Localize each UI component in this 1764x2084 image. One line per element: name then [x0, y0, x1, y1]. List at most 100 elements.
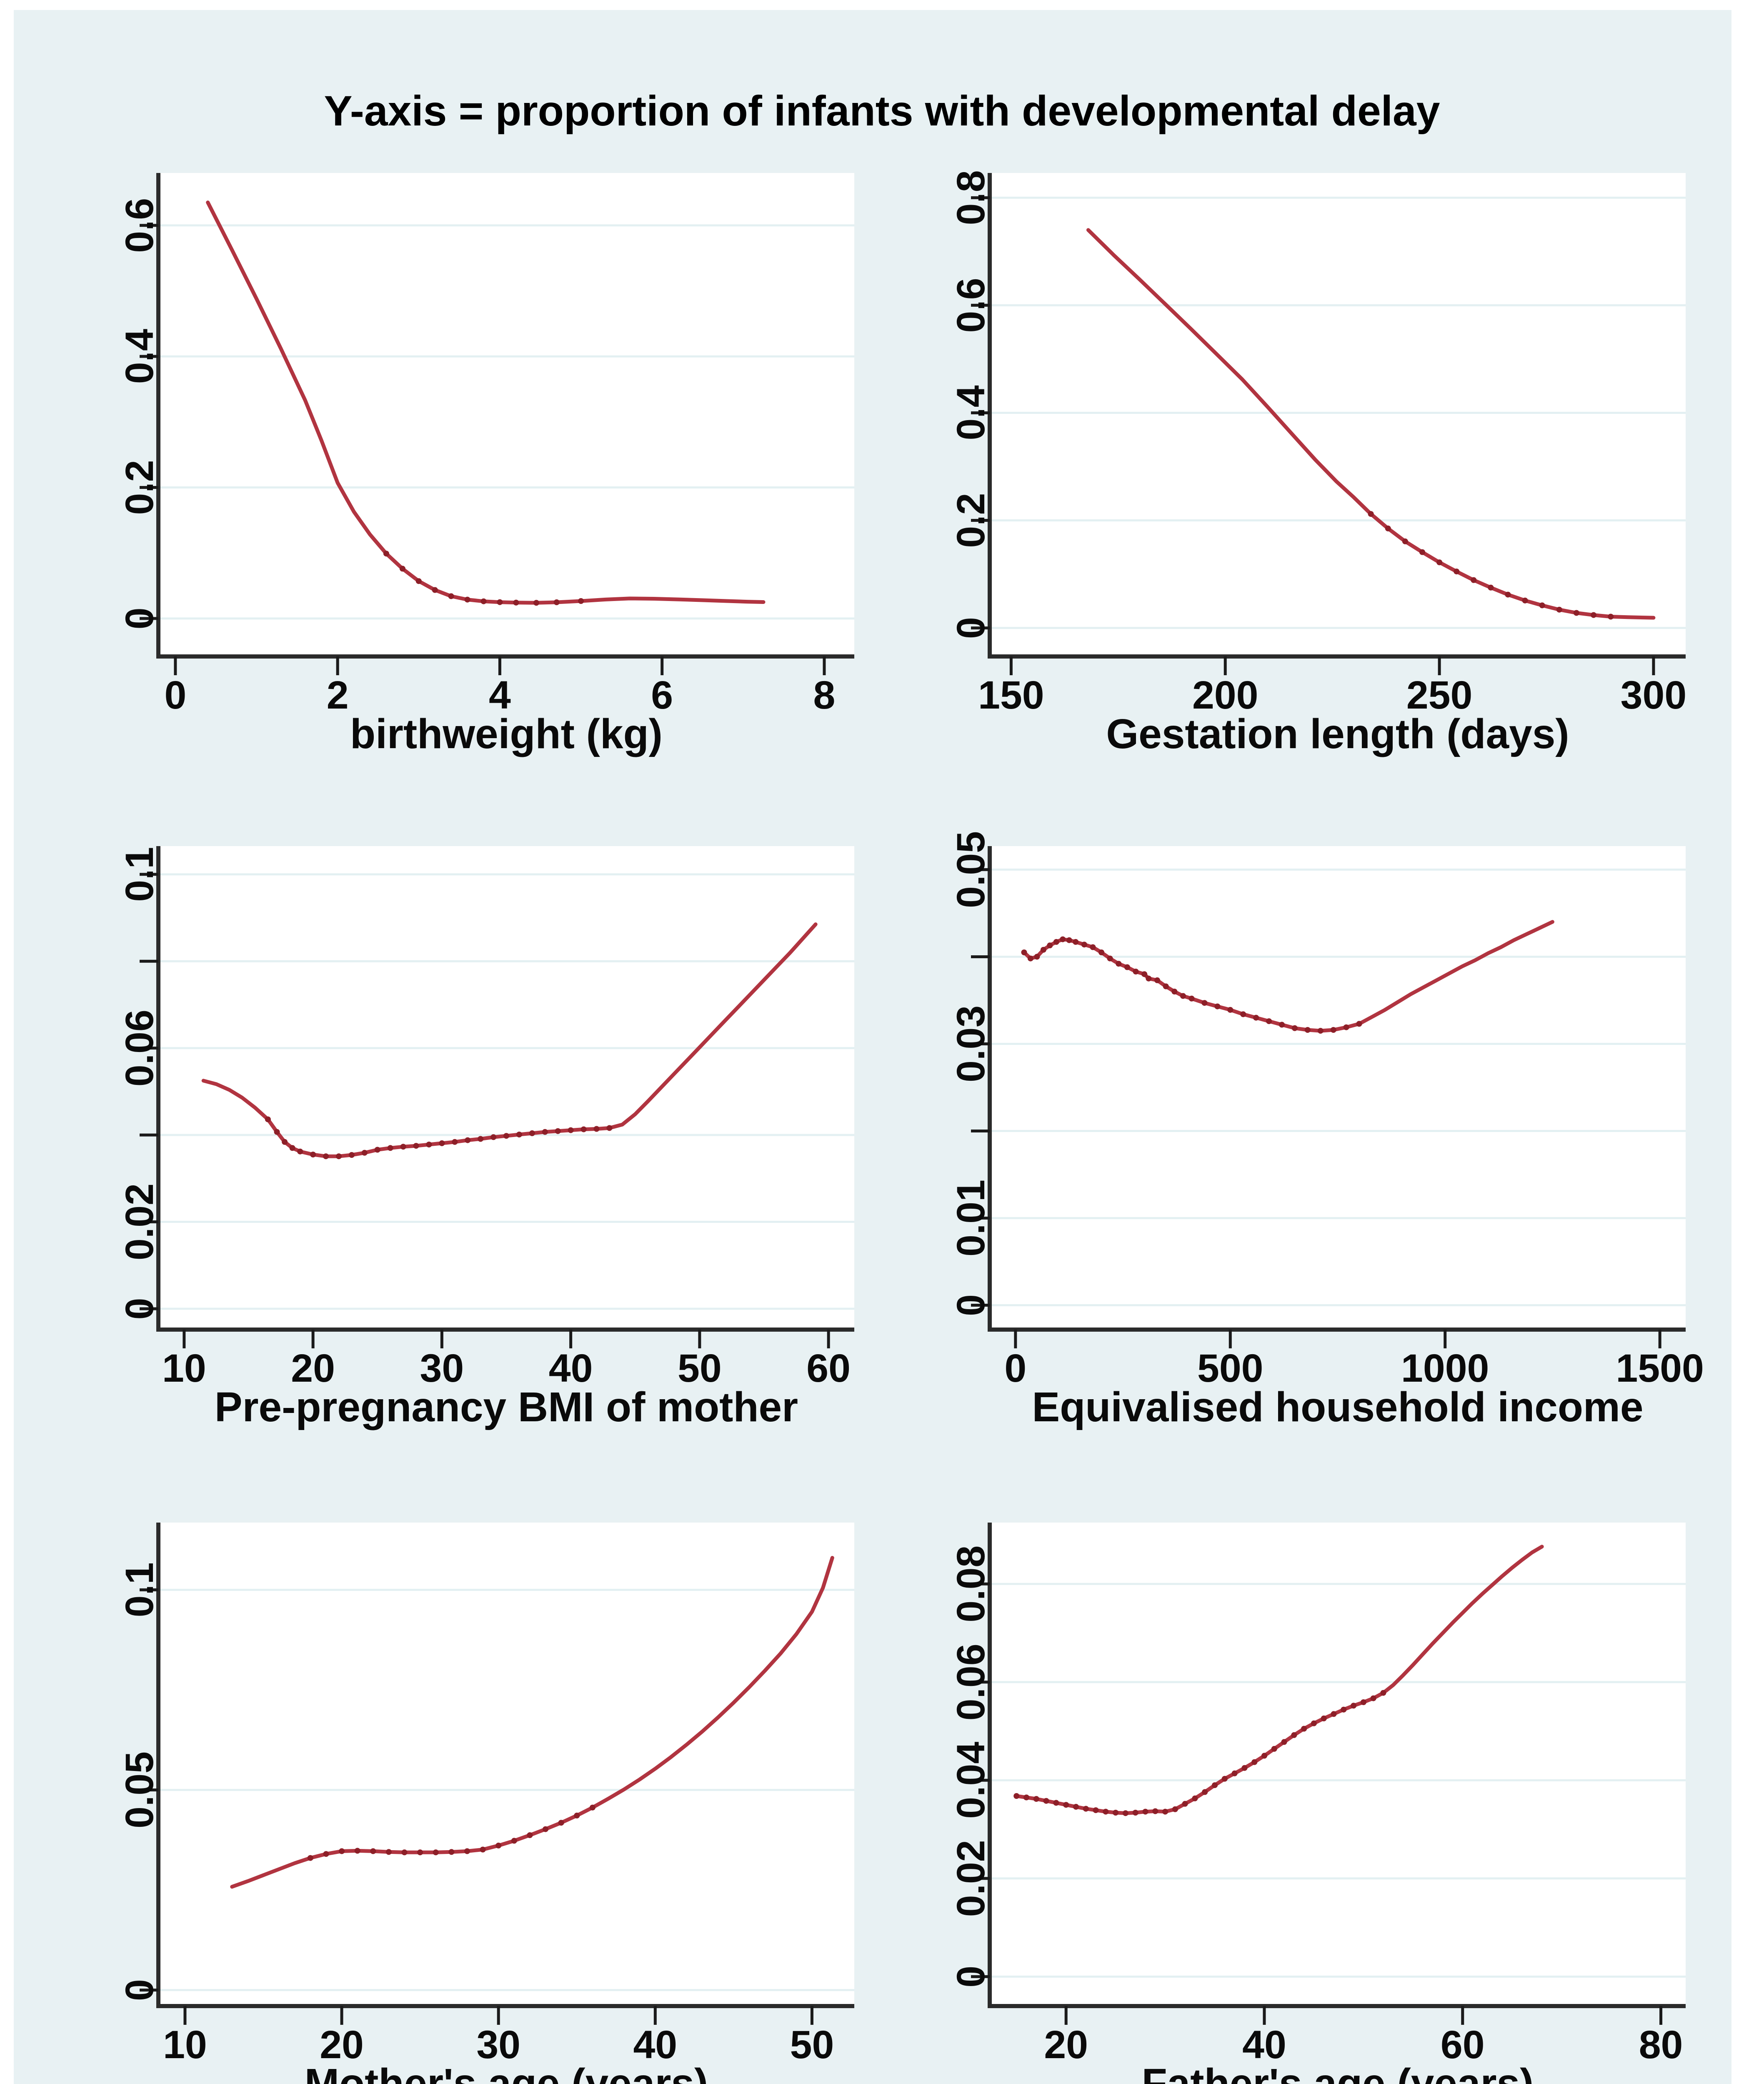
- data-dot: [1370, 1695, 1376, 1701]
- x-tick-label: 1500: [1616, 1346, 1704, 1390]
- panel-birthweight: 0 0.2 0.4 0.6 0 2 4 6 8 birthweight (kg): [118, 173, 854, 757]
- data-dot: [1013, 1793, 1020, 1799]
- data-dot: [1227, 1007, 1234, 1013]
- data-dot: [1033, 1796, 1039, 1802]
- data-dot: [1083, 1806, 1089, 1812]
- data-dot: [464, 596, 470, 603]
- x-tick-label: 30: [476, 2023, 520, 2067]
- data-dot: [1385, 525, 1391, 531]
- data-dot: [1351, 1703, 1357, 1709]
- data-dot: [265, 1116, 271, 1122]
- data-dot: [1103, 1808, 1109, 1815]
- data-dot: [578, 598, 584, 604]
- data-dot: [448, 1849, 455, 1855]
- x-tick-label: 60: [806, 1346, 851, 1390]
- data-dot: [511, 1838, 517, 1844]
- y-tick-label: 0.1: [118, 1562, 162, 1617]
- y-tick-label: 0.1: [118, 847, 162, 902]
- y-tick-label: 0.02: [118, 1183, 162, 1260]
- data-dot: [399, 566, 405, 572]
- panel-mothers-age: 0 0.05 0.1 10 20 30 40 50 Mother's age (years): [118, 1523, 854, 2084]
- x-tick-label: 20: [291, 1346, 335, 1390]
- x-tick-label: 40: [549, 1346, 593, 1390]
- data-dot: [370, 1848, 376, 1854]
- data-dot: [1162, 1808, 1168, 1815]
- data-dot: [1251, 1759, 1258, 1765]
- data-dot: [1154, 977, 1160, 983]
- data-dot: [593, 1126, 600, 1132]
- data-dot: [1060, 936, 1066, 942]
- y-tick-label: 0: [118, 1979, 162, 2001]
- x-tick-label: 40: [633, 2023, 677, 2067]
- data-dot: [1279, 1022, 1285, 1028]
- plot-area: [990, 1523, 1686, 2006]
- data-dot: [1291, 1025, 1298, 1031]
- data-dot: [580, 1126, 587, 1132]
- data-dot: [1034, 954, 1040, 960]
- x-tick-label: 40: [1242, 2023, 1286, 2067]
- data-dot: [1116, 961, 1122, 967]
- data-dot: [1163, 983, 1169, 989]
- data-dot: [1021, 949, 1027, 955]
- x-tick-label: 60: [1441, 2023, 1485, 2067]
- x-tick-label: 50: [678, 1346, 722, 1390]
- data-dot: [383, 551, 389, 557]
- data-dot: [1073, 939, 1079, 945]
- data-dot: [1505, 591, 1511, 598]
- data-dot: [354, 1848, 360, 1854]
- data-dot: [1291, 1732, 1297, 1738]
- data-dot: [1271, 1746, 1277, 1752]
- data-dot: [1201, 1000, 1208, 1006]
- y-tick-label: 0.01: [949, 1180, 993, 1257]
- y-tick-label: 0: [949, 1966, 993, 1988]
- data-dot: [1066, 937, 1072, 943]
- data-dot: [1241, 1765, 1248, 1771]
- y-tick-label: 0.2: [949, 493, 993, 548]
- y-tick-label: 0.05: [118, 1751, 162, 1829]
- x-tick-label: 0: [164, 673, 186, 717]
- data-dot: [336, 1153, 342, 1160]
- data-dot: [464, 1848, 470, 1854]
- x-tick-label: 6: [651, 673, 673, 717]
- data-dot: [1182, 1801, 1188, 1807]
- y-tick-label: 0.02: [949, 1840, 993, 1917]
- data-dot: [1522, 597, 1528, 604]
- data-dot: [1343, 1024, 1349, 1030]
- data-dot: [1266, 1018, 1272, 1024]
- figure-title: Y-axis = proportion of infants with deve…: [324, 87, 1440, 135]
- data-dot: [1027, 955, 1033, 962]
- x-tick-label: 300: [1621, 673, 1687, 717]
- data-dot: [1360, 1699, 1366, 1705]
- data-dot: [533, 600, 539, 606]
- data-dot: [307, 1855, 313, 1861]
- data-dot: [1261, 1753, 1267, 1759]
- data-dot: [1142, 1808, 1148, 1815]
- data-dot: [1330, 1027, 1336, 1033]
- data-dot: [553, 599, 560, 605]
- data-dot: [439, 1140, 445, 1146]
- data-dot: [297, 1148, 303, 1155]
- data-dot: [387, 1145, 393, 1151]
- data-dot: [1073, 1803, 1079, 1810]
- y-tick-label: 0.6: [949, 278, 993, 333]
- lowess-curve: [230, 1556, 834, 1889]
- data-dot: [1471, 577, 1477, 583]
- x-axis-title: Pre-pregnancy BMI of mother: [215, 1384, 798, 1430]
- data-dot: [1311, 1720, 1317, 1726]
- plot-area: [158, 1523, 854, 2006]
- data-dot: [1146, 975, 1152, 982]
- data-dot: [1253, 1014, 1259, 1021]
- x-tick-label: 20: [320, 2023, 364, 2067]
- data-dot: [1591, 612, 1596, 618]
- x-tick-label: 30: [420, 1346, 464, 1390]
- data-dot: [527, 1832, 533, 1838]
- data-dot: [1053, 939, 1059, 945]
- data-dot: [417, 1849, 423, 1856]
- data-dot: [323, 1153, 329, 1160]
- plot-area: [158, 173, 854, 656]
- x-tick-label: 80: [1639, 2023, 1683, 2067]
- data-dot: [1113, 1810, 1119, 1816]
- data-dot: [1081, 942, 1087, 948]
- y-tick-label: 0.4: [118, 329, 162, 384]
